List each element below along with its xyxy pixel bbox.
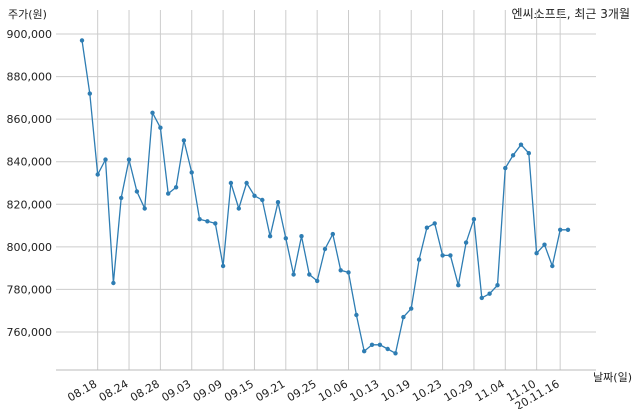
data-point — [393, 351, 398, 356]
x-tick-label: 10.23 — [410, 377, 444, 404]
data-point — [307, 272, 312, 277]
y-tick-label: 900,000 — [7, 28, 53, 41]
data-point — [346, 270, 351, 275]
data-point — [369, 342, 375, 347]
data-point — [95, 172, 100, 177]
data-point — [487, 291, 492, 296]
x-tick-label: 10.19 — [379, 377, 413, 404]
data-point — [213, 221, 218, 226]
data-point — [275, 200, 281, 205]
chart-title: 엔씨소프트, 최근 3개월 — [512, 7, 630, 21]
data-point — [181, 138, 187, 143]
data-point — [463, 240, 469, 245]
data-point — [471, 217, 477, 222]
data-point — [150, 110, 155, 116]
y-axis-label: 주가(원) — [8, 8, 47, 21]
data-point — [385, 346, 390, 352]
data-point — [260, 197, 265, 203]
data-point — [377, 342, 383, 347]
data-point — [503, 165, 508, 171]
data-point — [315, 278, 320, 284]
x-tick-label: 09.25 — [285, 377, 319, 404]
data-point — [111, 280, 116, 286]
price-series-line — [81, 40, 568, 355]
data-point — [299, 234, 304, 239]
y-tick-label: 760,000 — [7, 326, 53, 339]
data-point — [542, 242, 547, 247]
data-point — [565, 227, 571, 232]
y-tick-label: 860,000 — [7, 113, 53, 126]
data-point — [362, 349, 367, 354]
data-point — [173, 185, 179, 190]
x-tick-label: 09.03 — [159, 377, 193, 404]
data-point — [119, 195, 124, 201]
x-tick-labels: 08.1808.2408.2809.0309.0909.1509.2109.25… — [65, 377, 561, 409]
data-point — [166, 191, 171, 196]
y-tick-labels: 760,000 780,000 800,000 820,000 840,000 860,0… — [7, 28, 53, 339]
data-point — [416, 257, 422, 262]
data-point — [518, 142, 524, 147]
y-gridlines — [56, 33, 596, 333]
data-point — [126, 157, 132, 162]
x-tick-label: 10.29 — [442, 377, 476, 404]
data-point — [158, 125, 163, 130]
data-point — [495, 283, 500, 288]
x-gridlines — [97, 10, 561, 370]
data-point — [526, 151, 531, 156]
data-point — [205, 219, 210, 224]
data-point — [550, 263, 555, 269]
x-tick-label: 08.18 — [65, 377, 99, 404]
data-point — [134, 189, 140, 194]
data-point — [354, 312, 359, 318]
data-point — [252, 193, 257, 198]
data-point — [189, 170, 194, 175]
x-axis-label: 날짜(일) — [593, 370, 632, 384]
y-tick-label: 780,000 — [7, 283, 53, 296]
data-point — [244, 180, 249, 186]
y-tick-label: 800,000 — [7, 241, 53, 254]
data-point — [291, 272, 296, 277]
data-point — [424, 225, 430, 230]
data-point — [479, 295, 484, 301]
data-point — [330, 231, 335, 237]
data-point — [338, 268, 343, 273]
x-tick-label: 10.13 — [348, 377, 382, 404]
x-tick-label: 09.15 — [222, 377, 256, 404]
x-tick-label: 09.09 — [191, 377, 225, 404]
data-point — [228, 180, 234, 186]
data-point — [456, 283, 461, 288]
x-tick-label: 11.04 — [473, 377, 507, 404]
data-point — [322, 246, 328, 252]
data-point — [103, 157, 108, 162]
data-point — [534, 251, 539, 256]
data-point — [510, 153, 516, 158]
price-series-points — [79, 38, 571, 356]
x-tick-label: 08.28 — [128, 377, 162, 404]
data-point — [558, 227, 563, 232]
x-tick-label: 08.24 — [97, 377, 131, 404]
data-point — [142, 206, 147, 211]
data-point — [267, 234, 273, 239]
data-point — [236, 206, 241, 211]
data-point — [448, 253, 453, 258]
data-point — [432, 221, 437, 226]
y-tick-label: 840,000 — [7, 156, 53, 169]
data-point — [409, 306, 414, 311]
y-tick-label: 820,000 — [7, 198, 53, 211]
data-point — [283, 236, 288, 241]
x-tick-label: 09.21 — [254, 377, 288, 404]
y-tick-label: 880,000 — [7, 71, 53, 84]
data-point — [197, 217, 202, 222]
data-point — [440, 253, 445, 258]
data-point — [220, 263, 226, 269]
data-point — [87, 91, 93, 96]
data-point — [401, 314, 406, 320]
x-tick-label: 10.06 — [316, 377, 350, 404]
data-point — [79, 38, 85, 43]
